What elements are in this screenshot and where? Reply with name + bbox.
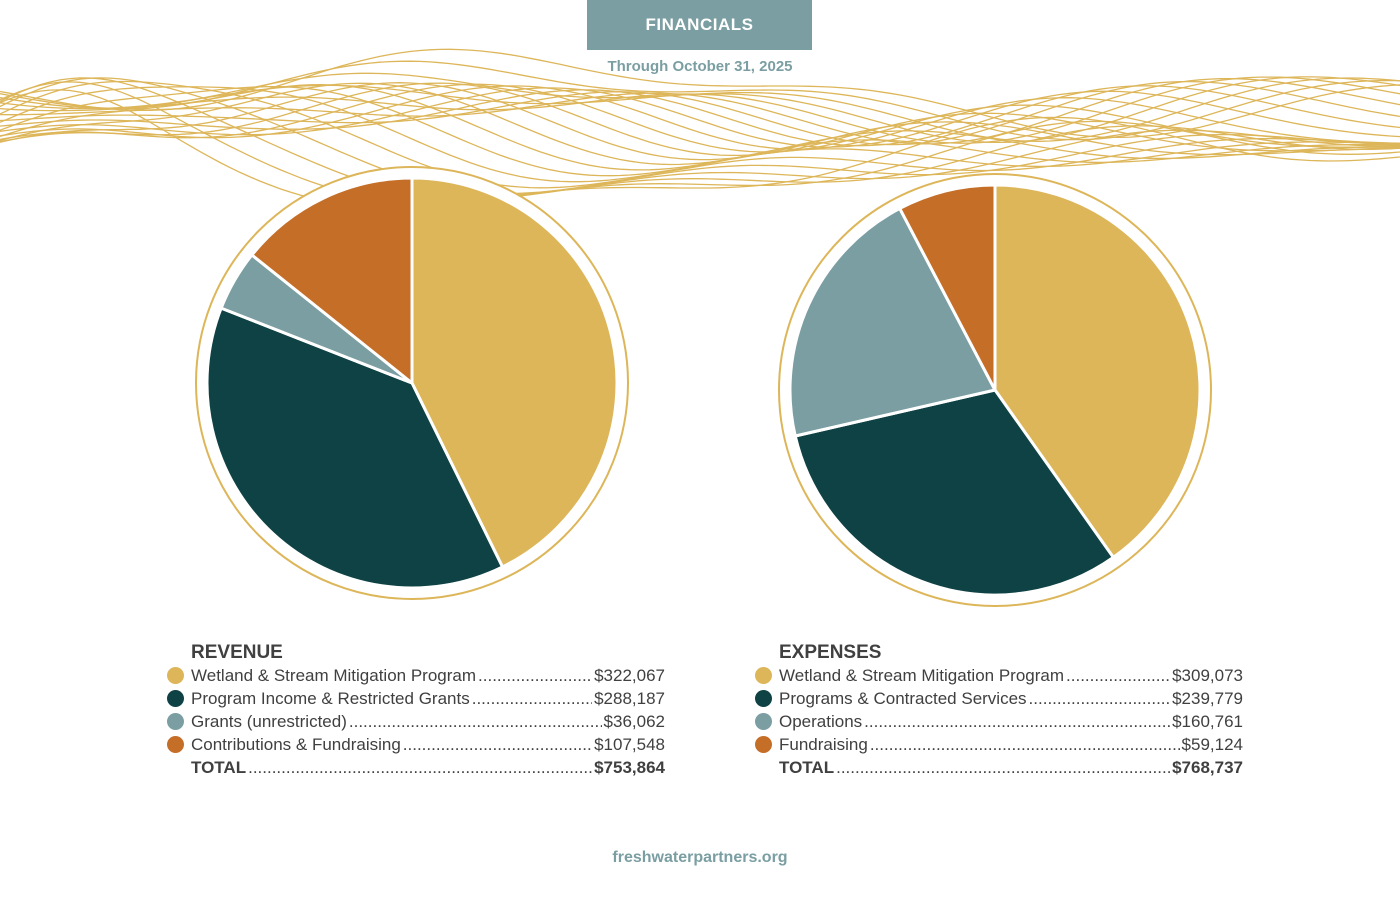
legend-label: Operations bbox=[779, 711, 863, 731]
total-label: TOTAL bbox=[191, 757, 247, 777]
pie-slice bbox=[205, 306, 505, 590]
wave-line bbox=[0, 76, 1400, 144]
legend-value: $322,067 bbox=[594, 665, 665, 685]
wave-line bbox=[0, 80, 1400, 189]
legend-swatch bbox=[167, 736, 184, 753]
legend-swatch bbox=[755, 667, 772, 684]
expenses-legend: EXPENSES Wetland & Stream Mitigation Prog… bbox=[755, 641, 1243, 779]
pie-slice bbox=[793, 388, 1115, 597]
total-value: $753,864 bbox=[594, 757, 665, 777]
legend-item: Contributions & Fundraising $107,548 bbox=[167, 733, 665, 756]
legend-item: Program Income & Restricted Grants $288,1… bbox=[167, 687, 665, 710]
legend-value: $239,779 bbox=[1172, 688, 1243, 708]
dot-leader bbox=[349, 712, 602, 732]
legend-title: REVENUE bbox=[191, 642, 283, 663]
dot-leader bbox=[248, 758, 592, 778]
dot-leader bbox=[1066, 666, 1170, 686]
pie-slice bbox=[788, 206, 997, 438]
wave-line bbox=[0, 89, 1400, 209]
section-title-banner: FINANCIALS bbox=[587, 0, 812, 50]
dot-leader bbox=[870, 735, 1180, 755]
dot-leader bbox=[836, 758, 1170, 778]
dot-leader bbox=[1029, 689, 1171, 709]
legend-item: Fundraising $59,124 bbox=[755, 733, 1243, 756]
footer-url: freshwaterpartners.org bbox=[612, 849, 788, 866]
legend-item: Wetland & Stream Mitigation Program $309,… bbox=[755, 664, 1243, 687]
legend-value: $288,187 bbox=[594, 688, 665, 708]
revenue-legend: REVENUE Wetland & Stream Mitigation Progr… bbox=[167, 641, 665, 779]
legend-swatch bbox=[755, 690, 772, 707]
legend-value: $160,761 bbox=[1172, 711, 1243, 731]
legend-swatch bbox=[167, 667, 184, 684]
wave-line bbox=[0, 77, 1400, 200]
legend-item: Operations $160,761 bbox=[755, 710, 1243, 733]
wave-line bbox=[0, 81, 1400, 205]
legend-item: Programs & Contracted Services $239,779 bbox=[755, 687, 1243, 710]
section-title: FINANCIALS bbox=[645, 15, 754, 34]
wave-line bbox=[0, 85, 1400, 150]
date-subtitle: Through October 31, 2025 bbox=[607, 58, 793, 75]
legend-swatch bbox=[167, 713, 184, 730]
wave-line bbox=[0, 86, 1400, 183]
pie-slice bbox=[898, 183, 997, 392]
dot-leader bbox=[403, 735, 592, 755]
pie-slice bbox=[993, 183, 1202, 559]
legend-swatch bbox=[755, 736, 772, 753]
legend-value: $309,073 bbox=[1172, 665, 1243, 685]
legend-value: $59,124 bbox=[1181, 734, 1243, 754]
legend-swatch bbox=[755, 713, 772, 730]
legend-item: Grants (unrestricted) $36,062 bbox=[167, 710, 665, 733]
legend-label: Program Income & Restricted Grants bbox=[191, 688, 470, 708]
legend-item: Wetland & Stream Mitigation Program $322,… bbox=[167, 664, 665, 687]
legend-total: TOTAL $753,864 bbox=[167, 756, 665, 779]
wave-line bbox=[0, 82, 1400, 161]
legend-label: Contributions & Fundraising bbox=[191, 734, 401, 754]
pie-slice bbox=[250, 176, 414, 385]
pie-slice bbox=[410, 176, 619, 569]
wave-line bbox=[0, 80, 1400, 146]
total-value: $768,737 bbox=[1172, 757, 1243, 777]
legend-value: $107,548 bbox=[594, 734, 665, 754]
legend-total: TOTAL $768,737 bbox=[755, 756, 1243, 779]
wave-line bbox=[0, 82, 1400, 157]
legend-label: Wetland & Stream Mitigation Program bbox=[191, 665, 477, 685]
dot-leader bbox=[478, 666, 592, 686]
legend-swatch bbox=[167, 690, 184, 707]
wave-line bbox=[0, 77, 1400, 195]
legend-label: Grants (unrestricted) bbox=[191, 711, 347, 731]
dot-leader bbox=[472, 689, 592, 709]
legend-title: EXPENSES bbox=[779, 642, 882, 663]
legend-label: Wetland & Stream Mitigation Program bbox=[779, 665, 1065, 685]
total-label: TOTAL bbox=[779, 757, 835, 777]
legend-label: Fundraising bbox=[779, 734, 868, 754]
legend-label: Programs & Contracted Services bbox=[779, 688, 1027, 708]
dot-leader bbox=[864, 712, 1170, 732]
legend-value: $36,062 bbox=[603, 711, 665, 731]
